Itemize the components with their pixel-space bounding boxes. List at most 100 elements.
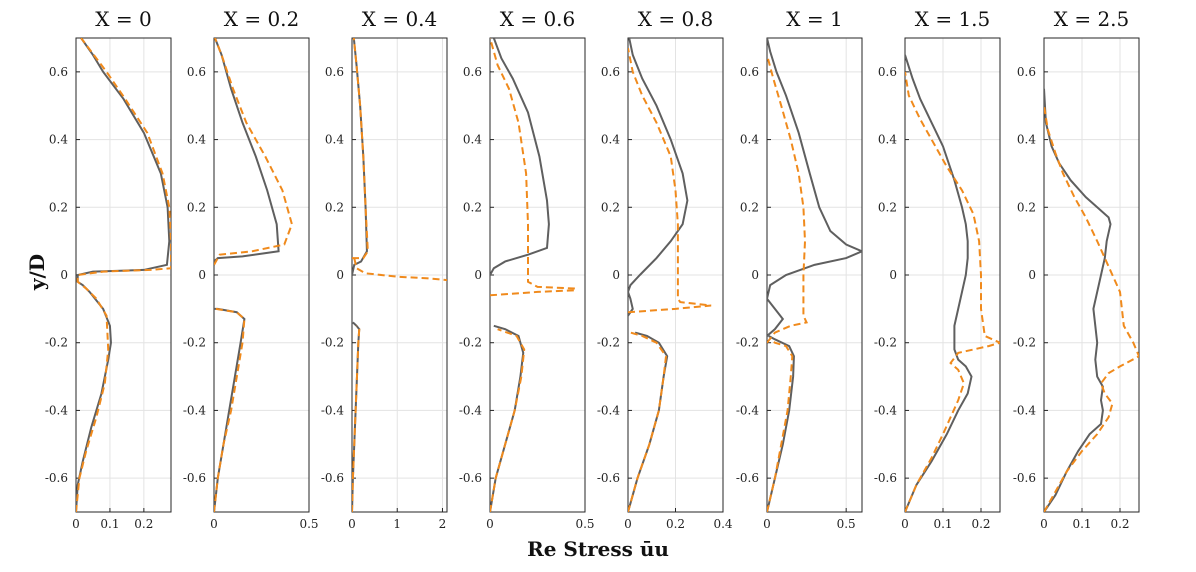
- series-dashed-line: [353, 257, 447, 282]
- panel-5: 0.6 0.4 0.2 0 -0.2 -0.4 -0.6 0 0.2 0.4 X = 0.8: [597, 7, 733, 531]
- y-tick-label: -0.6: [321, 471, 344, 485]
- x-tick-label: 0: [624, 517, 632, 531]
- x-tick-label: 0.2: [1110, 517, 1129, 531]
- y-tick-label: -0.2: [1013, 336, 1036, 350]
- series-solid-line: [767, 38, 862, 337]
- y-tick-label: 0.2: [49, 200, 68, 214]
- series-solid-line: [490, 38, 550, 276]
- y-tick-label: -0.6: [736, 471, 759, 485]
- y-tick-label: -0.4: [321, 403, 345, 417]
- panel-2: 0.6 0.4 0.2 0 -0.2 -0.4 -0.6 0 0.5 X = 0.2: [183, 7, 319, 531]
- series-dashed-line: [214, 307, 246, 512]
- y-tick-label: -0.4: [736, 403, 760, 417]
- x-tick-label: 0.5: [299, 517, 318, 531]
- y-tick-label: -0.2: [321, 336, 344, 350]
- panel-title: X = 1.5: [915, 7, 991, 31]
- x-tick-label: 0: [72, 517, 80, 531]
- y-tick-label: 0.4: [187, 133, 206, 147]
- y-tick-label: -0.2: [597, 336, 620, 350]
- y-tick-label: -0.6: [597, 471, 620, 485]
- y-tick-label: -0.6: [45, 471, 68, 485]
- panel-title: X = 0.2: [224, 7, 300, 31]
- panel-title: X = 0: [95, 7, 151, 31]
- series-dashed-line: [214, 38, 293, 266]
- x-tick-label: 0.1: [1072, 517, 1091, 531]
- y-tick-label: 0.4: [740, 133, 759, 147]
- y-tick-label: 0.2: [1017, 200, 1036, 214]
- panel-title: X = 0.4: [362, 7, 438, 31]
- series-dashed-line: [767, 338, 794, 512]
- x-tick-label: 0: [763, 517, 771, 531]
- series-solid-line: [214, 38, 280, 263]
- series-dashed-line: [628, 47, 712, 314]
- y-tick-label: -0.2: [736, 336, 759, 350]
- y-tick-label: 0.2: [463, 200, 482, 214]
- panel-title: X = 0.6: [500, 7, 576, 31]
- series-solid-line: [905, 54, 973, 512]
- y-tick-label: 0.4: [878, 133, 897, 147]
- y-tick-label: -0.4: [45, 403, 69, 417]
- panel-4: 0.6 0.4 0.2 0 -0.2 -0.4 -0.6 0 0.5 X = 0.6: [459, 7, 595, 531]
- x-tick-label: 0.5: [837, 517, 856, 531]
- y-tick-label: 0.2: [878, 200, 897, 214]
- y-tick-label: 0.6: [740, 65, 759, 79]
- series-dashed-line: [352, 38, 369, 260]
- y-tick-label: -0.6: [459, 471, 482, 485]
- y-tick-label: 0.6: [878, 65, 897, 79]
- y-tick-label: 0.4: [463, 133, 482, 147]
- x-tick-label: 0.2: [134, 517, 153, 531]
- series-dashed-line: [1044, 105, 1139, 512]
- y-tick-label: 0.4: [49, 133, 68, 147]
- series-solid-line: [767, 335, 795, 512]
- panel-7: 0.6 0.4 0.2 0 -0.2 -0.4 -0.6 0 0.1 0.2 X = 1.5: [874, 7, 1001, 531]
- x-tick-label: 0: [901, 517, 909, 531]
- y-tick-label: -0.6: [874, 471, 897, 485]
- y-tick-label: -0.4: [183, 403, 207, 417]
- series-dashed-line: [490, 38, 577, 297]
- x-tick-label: 0: [1040, 517, 1048, 531]
- y-tick-label: 0.2: [740, 200, 759, 214]
- y-tick-label: -0.2: [183, 336, 206, 350]
- y-tick-label: 0.6: [463, 65, 482, 79]
- y-tick-label: 0: [751, 268, 759, 282]
- y-tick-label: 0.2: [187, 200, 206, 214]
- x-tick-label: 0.1: [933, 517, 952, 531]
- y-tick-label: -0.4: [1013, 403, 1037, 417]
- y-tick-label: 0.4: [1017, 133, 1036, 147]
- series-solid-line: [352, 38, 368, 276]
- series-dashed-line: [628, 331, 668, 512]
- panel-3: 0.6 0.4 0.2 0 -0.2 -0.4 -0.6 0 1 2 X = 0.4: [321, 7, 448, 531]
- panel-title: X = 1: [786, 7, 842, 31]
- y-tick-label: -0.4: [459, 403, 483, 417]
- series-solid-line: [1044, 88, 1112, 512]
- y-tick-label: 0: [474, 268, 482, 282]
- y-tick-label: 0.4: [601, 133, 620, 147]
- y-tick-label: 0.6: [49, 65, 68, 79]
- panel-title: X = 2.5: [1054, 7, 1130, 31]
- x-tick-label: 0: [486, 517, 494, 531]
- y-tick-label: 0.6: [1017, 65, 1036, 79]
- x-tick-label: 0: [210, 517, 218, 531]
- series-dashed-line: [76, 38, 171, 512]
- y-tick-label: 0: [336, 268, 344, 282]
- y-tick-label: 0.2: [325, 200, 344, 214]
- series-dashed-line: [905, 71, 1000, 512]
- x-axis-label: Re Stress ūu: [527, 537, 669, 561]
- panel-title: X = 0.8: [638, 7, 714, 31]
- y-tick-label: -0.2: [45, 336, 68, 350]
- y-tick-label: 0.6: [601, 65, 620, 79]
- y-tick-label: -0.2: [874, 336, 897, 350]
- x-tick-label: 0: [348, 517, 356, 531]
- series-dashed-line: [490, 328, 526, 512]
- y-tick-label: -0.4: [597, 403, 621, 417]
- panel-1: 0.6 0.4 0.2 0 -0.2 -0.4 -0.6 0 0.1 0.2 X = 0: [45, 7, 172, 531]
- panel-8: 0.6 0.4 0.2 0 -0.2 -0.4 -0.6 0 0.1 0.2 X = 2.5: [1013, 7, 1140, 531]
- y-tick-label: 0.6: [325, 65, 344, 79]
- y-tick-label: 0: [889, 268, 897, 282]
- y-tick-label: 0: [1028, 268, 1036, 282]
- y-tick-label: 0.2: [601, 200, 620, 214]
- series-dashed-line: [767, 54, 809, 344]
- y-tick-label: 0: [612, 268, 620, 282]
- x-tick-label: 1: [393, 517, 401, 531]
